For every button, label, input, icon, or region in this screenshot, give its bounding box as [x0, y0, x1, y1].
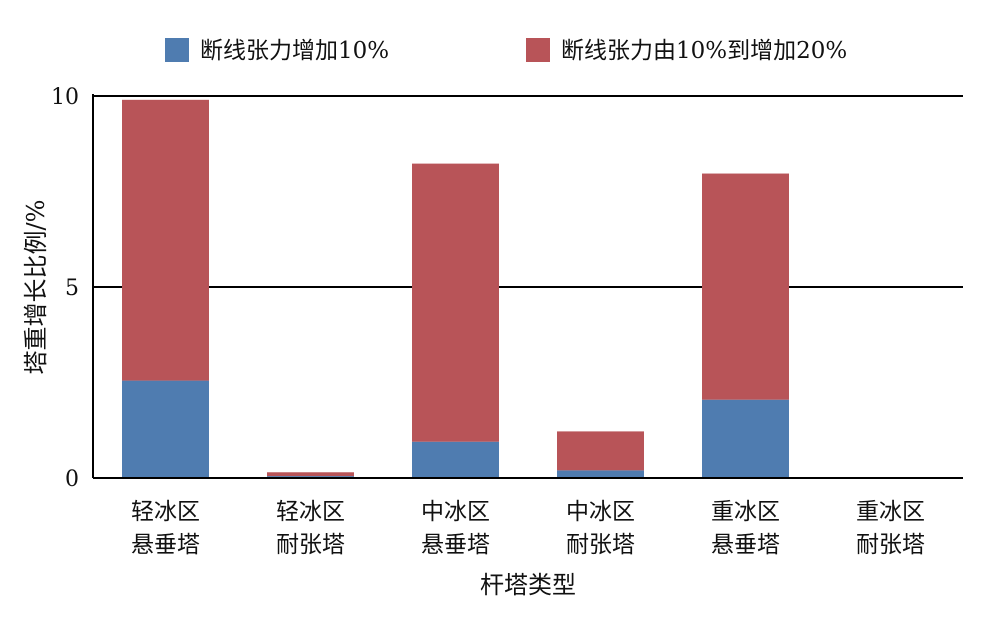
y-tick-label-10: 10	[51, 85, 79, 110]
bar-3-series-2	[412, 163, 499, 442]
x-tick-label-5-line-2: 悬垂塔	[711, 532, 780, 558]
y-tick-label-5: 5	[65, 276, 79, 301]
x-tick-label-3-line-1: 中冰区	[421, 499, 490, 525]
legend-swatch-series-2	[526, 38, 550, 62]
bar-2-series-2	[267, 472, 354, 477]
y-axis-title: 塔重增长比例/%	[22, 200, 50, 375]
x-tick-label-4-line-2: 耐张塔	[566, 532, 635, 558]
bar-1-series-2	[122, 99, 209, 381]
y-tick-label-0: 0	[65, 467, 79, 492]
x-tick-label-2-line-1: 轻冰区	[276, 499, 345, 525]
bar-1-series-1	[122, 380, 209, 478]
x-tick-label-4-line-1: 中冰区	[566, 499, 635, 525]
x-axis-title: 杆塔类型	[480, 571, 576, 599]
x-tick-label-3-line-2: 悬垂塔	[421, 532, 490, 558]
legend-label-series-2: 断线张力由10%到增加20%	[561, 38, 847, 64]
bar-5-series-2	[702, 173, 789, 400]
x-tick-label-2-line-2: 耐张塔	[276, 532, 345, 558]
x-tick-label-6-line-1: 重冰区	[856, 499, 925, 525]
bar-4-series-1	[557, 470, 644, 478]
x-tick-label-1-line-2: 悬垂塔	[131, 532, 200, 558]
legend-label-series-1: 断线张力增加10%	[200, 38, 389, 64]
bar-4-series-2	[557, 431, 644, 471]
legend: 断线张力增加10% 断线张力由10%到增加20%	[165, 38, 847, 64]
bar-3-series-1	[412, 441, 499, 478]
x-tick-label-5-line-1: 重冰区	[711, 499, 780, 525]
x-tick-label-1-line-1: 轻冰区	[131, 499, 200, 525]
x-tick-label-6-line-2: 耐张塔	[856, 532, 925, 558]
legend-swatch-series-1	[165, 38, 189, 62]
bar-5-series-1	[702, 399, 789, 478]
